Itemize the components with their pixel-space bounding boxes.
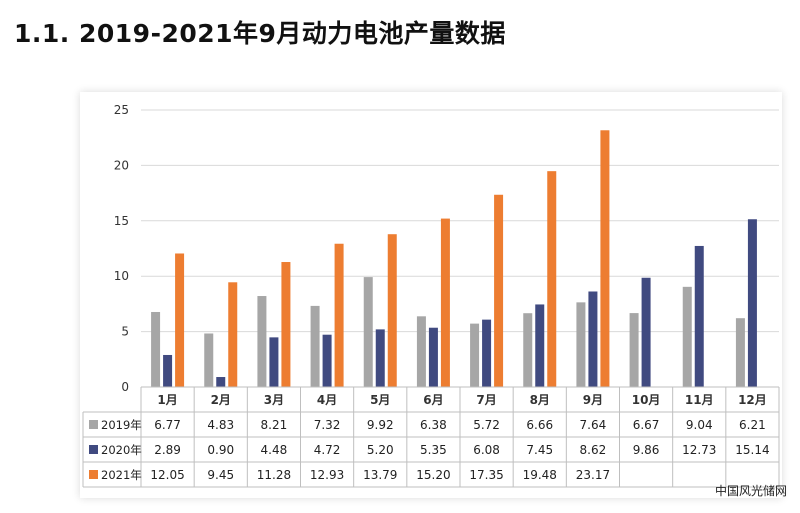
data-label: 15.14 [735, 443, 769, 457]
bar-2021年-7月 [494, 194, 504, 387]
bar-2020年-4月 [322, 334, 332, 387]
legend-label: 2019年 [101, 418, 142, 432]
data-label: 13.79 [363, 468, 397, 482]
bar-2019年-4月 [310, 305, 320, 387]
data-label: 23.17 [576, 468, 610, 482]
bar-2020年-12月 [747, 219, 757, 387]
bar-2021年-2月 [228, 282, 238, 387]
x-category-label: 9月 [583, 393, 603, 407]
data-label: 17.35 [469, 468, 503, 482]
data-label: 6.77 [154, 418, 181, 432]
y-tick-label: 5 [121, 325, 129, 339]
bar-chart: 0 5 10 15 20 25 1月 2月 3月 4月 5月 6月 7月 8月 9月 10月 11月 12月 201… [82, 103, 780, 488]
bar-2020年-1月 [163, 354, 173, 387]
data-label: 6.21 [739, 418, 766, 432]
data-label: 5.35 [420, 443, 447, 457]
data-label: 8.21 [261, 418, 288, 432]
data-label: 6.66 [526, 418, 553, 432]
y-tick-label: 25 [114, 103, 129, 117]
page-title: 1.1. 2019-2021年9月动力电池产量数据 [14, 19, 506, 48]
x-category-label: 10月 [632, 393, 661, 407]
data-label: 15.20 [416, 468, 450, 482]
bar-2019年-12月 [735, 318, 745, 387]
bar-2020年-2月 [216, 377, 226, 387]
bar-2019年-7月 [470, 323, 480, 387]
watermark: 中国风光储网 [715, 484, 788, 498]
data-label: 4.72 [314, 443, 341, 457]
bar-2020年-6月 [428, 327, 438, 387]
data-label: 9.92 [367, 418, 394, 432]
bar-2019年-8月 [523, 313, 533, 387]
y-tick-label: 15 [114, 214, 129, 228]
data-label: 11.28 [257, 468, 291, 482]
bar-2020年-8月 [535, 304, 545, 387]
bar-2020年-9月 [588, 291, 598, 387]
bar-2020年-11月 [694, 245, 704, 387]
x-category-label: 5月 [370, 393, 390, 407]
chart-card: 0 5 10 15 20 25 1月 2月 3月 4月 5月 6月 7月 8月 9月 10月 11月 12月 201… [80, 92, 782, 498]
data-label: 19.48 [523, 468, 557, 482]
x-category-label: 11月 [685, 393, 714, 407]
bar-2020年-5月 [375, 329, 385, 387]
bar-2021年-3月 [281, 262, 291, 387]
data-label: 12.93 [310, 468, 344, 482]
legend-swatch-2020年 [89, 445, 98, 454]
data-label: 5.20 [367, 443, 394, 457]
x-category-label: 6月 [423, 393, 443, 407]
y-tick-label: 10 [114, 269, 129, 283]
data-label: 9.04 [686, 418, 713, 432]
x-category-label: 4月 [317, 393, 337, 407]
x-category-label: 8月 [530, 393, 550, 407]
bar-2019年-3月 [257, 296, 267, 387]
data-label: 7.64 [580, 418, 607, 432]
bar-2021年-5月 [387, 234, 397, 387]
data-label: 8.62 [580, 443, 607, 457]
data-label: 12.73 [682, 443, 716, 457]
bar-2019年-10月 [629, 313, 639, 387]
x-category-label: 1月 [157, 393, 177, 407]
x-category-label: 2月 [211, 393, 231, 407]
y-tick-label: 0 [121, 380, 129, 394]
legend-swatch-2021年 [89, 470, 98, 479]
data-label: 0.90 [207, 443, 234, 457]
data-label: 2.89 [154, 443, 181, 457]
data-label: 9.45 [207, 468, 234, 482]
x-category-label: 7月 [476, 393, 496, 407]
data-label: 4.48 [261, 443, 288, 457]
x-category-label: 12月 [738, 393, 767, 407]
bar-2019年-11月 [682, 286, 692, 387]
bar-2019年-5月 [363, 277, 373, 387]
bar-2021年-4月 [334, 243, 344, 387]
bar-2019年-1月 [151, 311, 161, 387]
data-label: 7.32 [314, 418, 341, 432]
data-label: 12.05 [150, 468, 184, 482]
bar-2019年-2月 [204, 333, 214, 387]
data-label: 5.72 [473, 418, 500, 432]
data-label: 4.83 [207, 418, 234, 432]
data-label: 9.86 [633, 443, 660, 457]
data-label: 6.67 [633, 418, 660, 432]
bar-2019年-9月 [576, 302, 586, 387]
bar-2021年-9月 [600, 130, 610, 387]
bar-2021年-8月 [547, 171, 557, 387]
data-label: 7.45 [526, 443, 553, 457]
bar-2020年-10月 [641, 277, 651, 387]
bar-2021年-6月 [440, 218, 450, 387]
data-label: 6.08 [473, 443, 500, 457]
legend-swatch-2019年 [89, 420, 98, 429]
bar-2021年-1月 [175, 253, 185, 387]
legend-label: 2021年 [101, 468, 142, 482]
y-tick-label: 20 [114, 158, 129, 172]
bar-2020年-7月 [482, 319, 492, 387]
x-category-label: 3月 [264, 393, 284, 407]
legend-label: 2020年 [101, 443, 142, 457]
bar-2020年-3月 [269, 337, 279, 387]
data-label: 6.38 [420, 418, 447, 432]
bar-2019年-6月 [416, 316, 426, 387]
